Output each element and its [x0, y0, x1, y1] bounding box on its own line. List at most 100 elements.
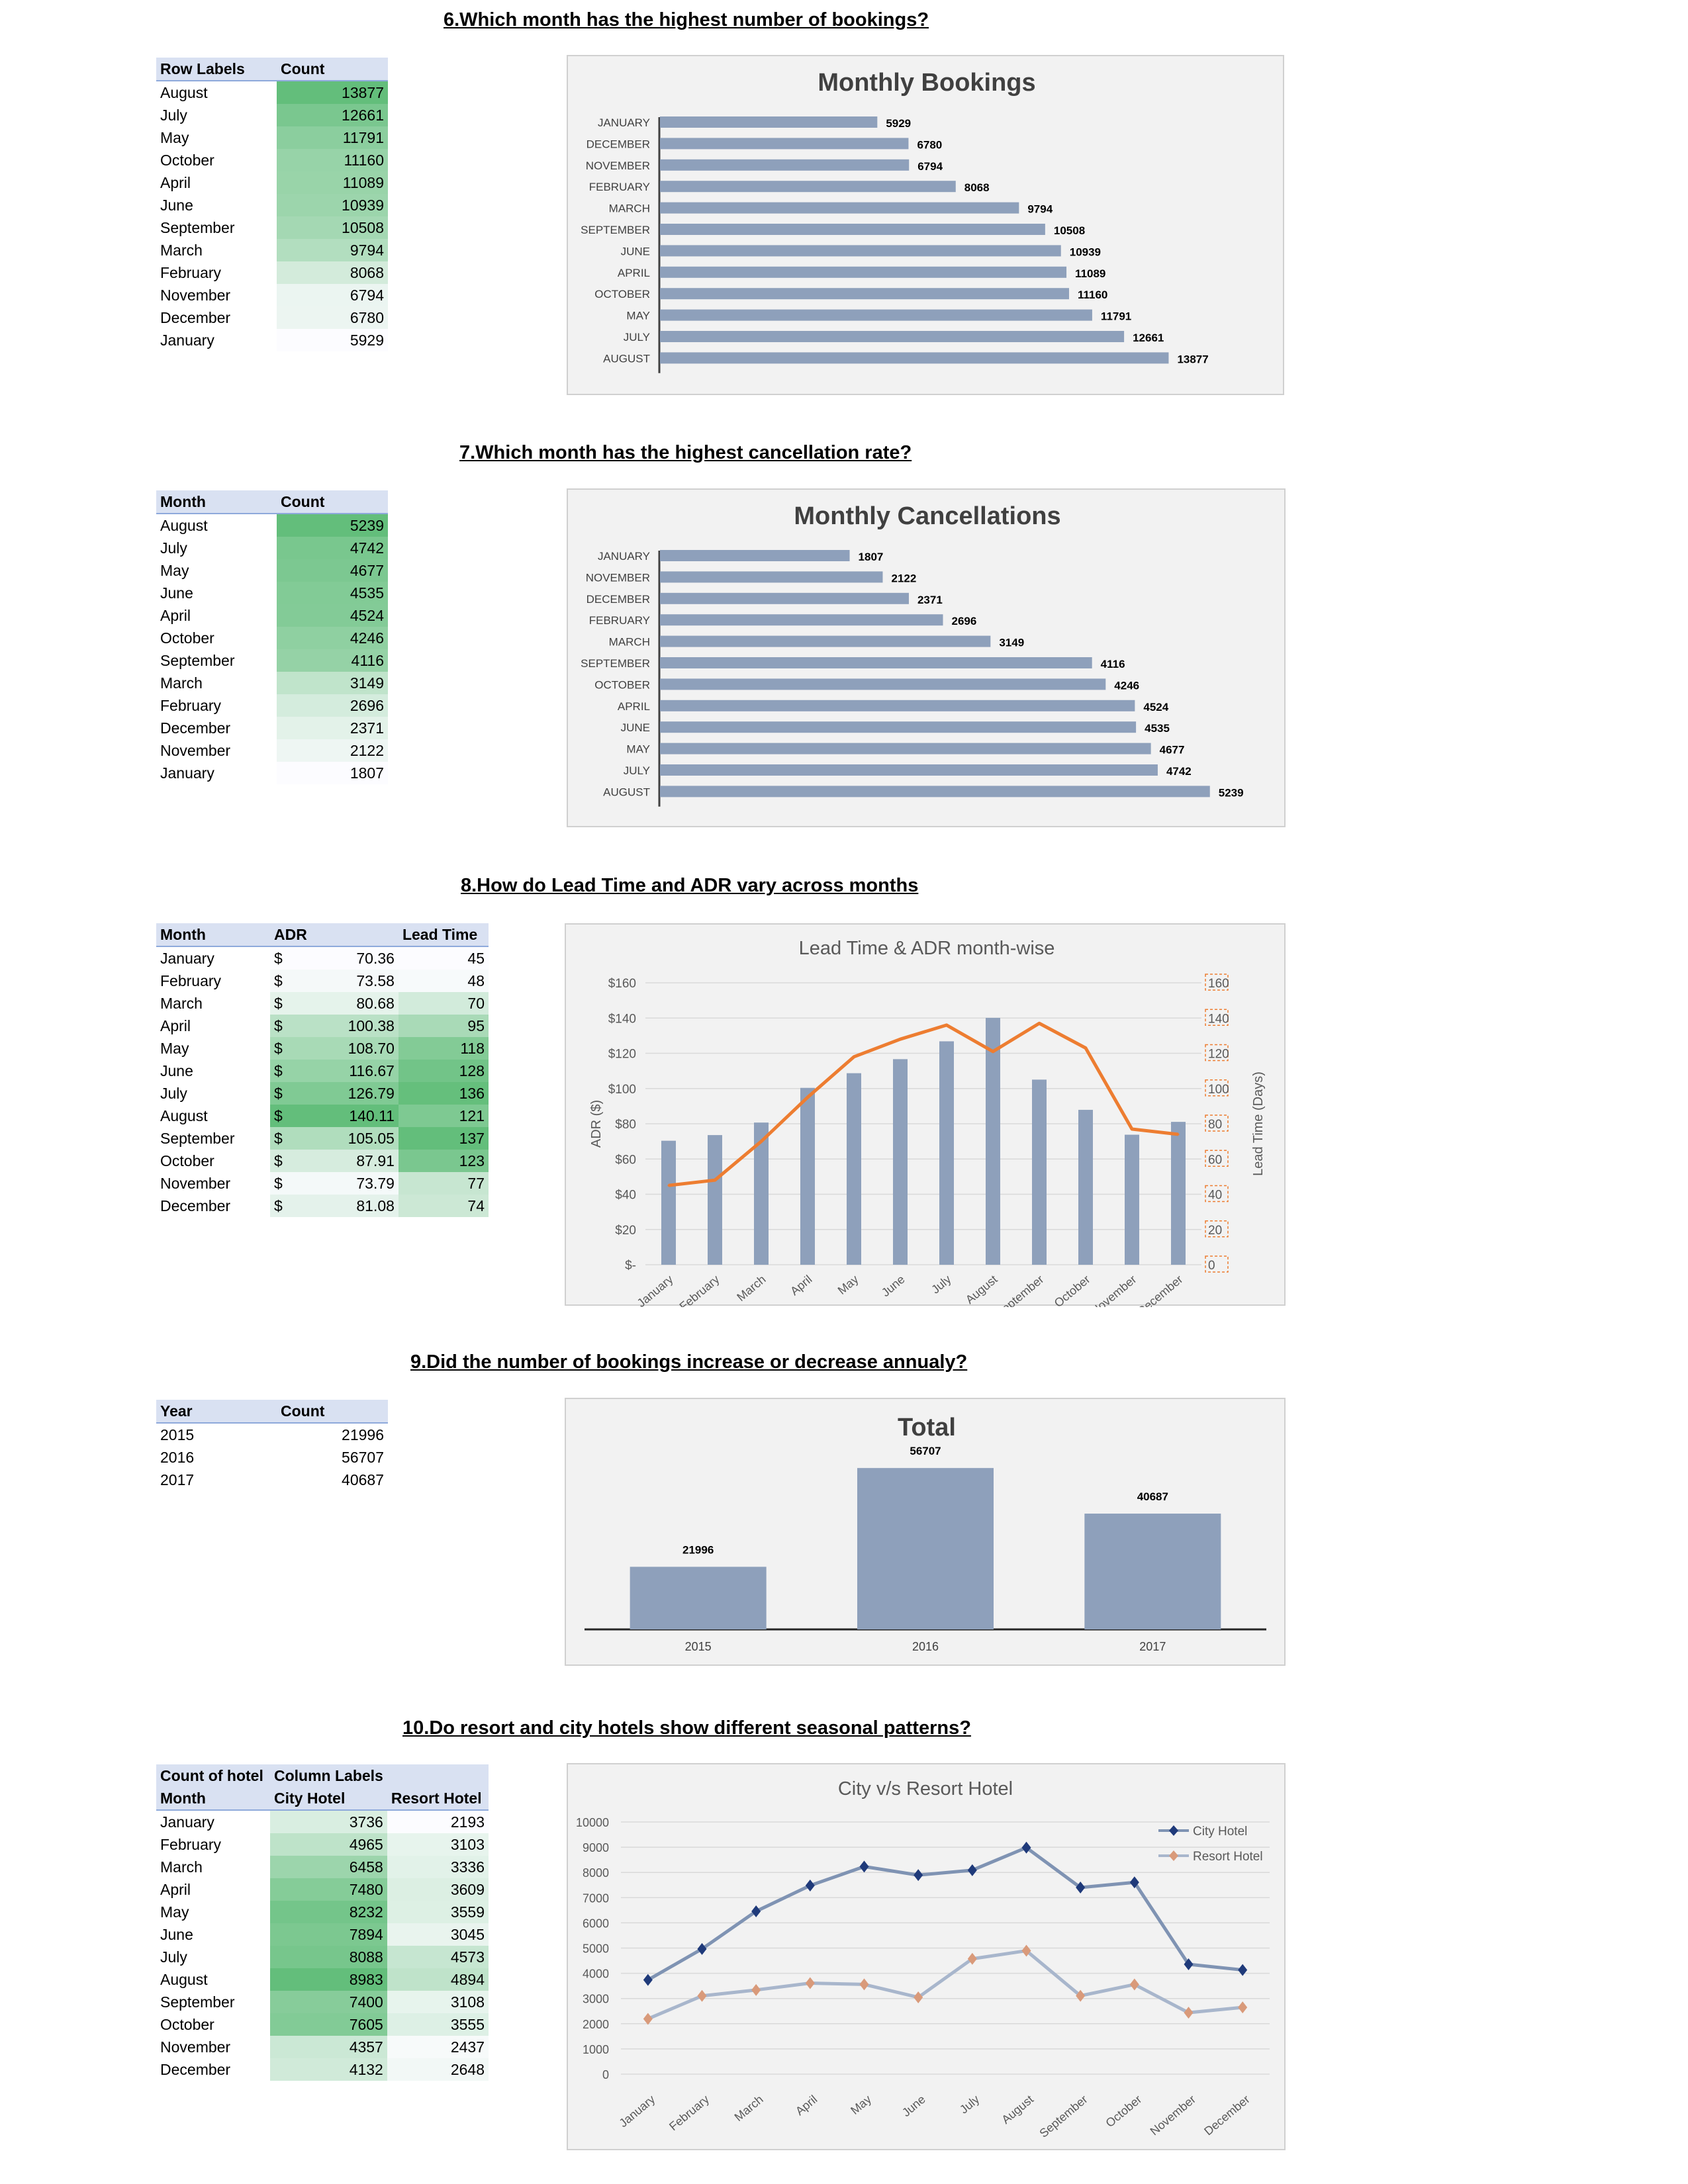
x-tick-label: April: [793, 2093, 820, 2118]
city-hotel-point: [1021, 1841, 1031, 1854]
table-row: May 4677: [156, 559, 388, 582]
table-row: September $105.05 137: [156, 1127, 489, 1150]
row-leadtime: 45: [398, 946, 489, 970]
data-label: 13877: [1177, 353, 1208, 365]
data-label: 56707: [910, 1445, 941, 1457]
row-count: 6780: [277, 306, 388, 329]
row-month: May: [160, 1040, 189, 1057]
row-label: February: [160, 264, 222, 281]
row-count: 56707: [342, 1449, 384, 1466]
bar: [857, 1468, 994, 1629]
x-tick-label: January: [635, 1273, 676, 1307]
row-month: January: [160, 1813, 214, 1831]
row-label: July: [160, 539, 187, 557]
row-label: May: [160, 562, 189, 579]
table-row: March $80.68 70: [156, 992, 489, 1015]
data-label: 5929: [886, 117, 911, 130]
table-row: May 11791: [156, 126, 388, 149]
x-tick-label: November: [1148, 2093, 1198, 2138]
row-month: February: [160, 1836, 222, 1853]
data-label: 3149: [999, 637, 1024, 649]
city-hotel-point: [1076, 1882, 1086, 1894]
leadtime-point: [806, 1096, 809, 1099]
x-tick-label: September: [1037, 2093, 1090, 2140]
x-tick-label: February: [667, 2093, 712, 2134]
annual-total-chart: Total 21996 2015 56707 2016 40687 2017: [565, 1398, 1286, 1666]
bar: [660, 181, 956, 193]
header-city: City Hotel: [270, 1787, 387, 1811]
row-city: 7894: [270, 1923, 387, 1946]
row-leadtime: 74: [398, 1195, 489, 1217]
city-hotel-point: [697, 1942, 707, 1955]
row-label: March: [160, 674, 203, 692]
row-count: 4535: [277, 582, 388, 604]
y2-tick-label: 20: [1208, 1224, 1222, 1238]
city-hotel-point: [1129, 1876, 1139, 1889]
row-adr: 105.05: [298, 1127, 399, 1150]
row-resort: 2437: [387, 2036, 489, 2058]
row-city: 4132: [270, 2058, 387, 2081]
table-row: July 8088 4573: [156, 1946, 489, 1968]
row-city: 8088: [270, 1946, 387, 1968]
x-tick-label: August: [999, 2093, 1036, 2126]
row-leadtime: 118: [398, 1037, 489, 1060]
row-count: 40687: [342, 1471, 384, 1488]
row-adr: 81.08: [298, 1195, 399, 1217]
y2-tick-label: 100: [1208, 1083, 1229, 1097]
bar: [660, 245, 1061, 257]
row-adr: 126.79: [298, 1082, 399, 1105]
leadtime-point: [1131, 1128, 1133, 1130]
table-row: April 7480 3609: [156, 1878, 489, 1901]
y-tick-label: $120: [608, 1048, 636, 1062]
header-label: Row Labels: [156, 58, 277, 81]
table-row: April 4524: [156, 604, 388, 627]
row-month: August: [160, 1971, 208, 1988]
x-tick-label: July: [929, 1273, 953, 1297]
header-leadtime: Lead Time: [398, 923, 489, 947]
bar: [660, 657, 1092, 668]
leadtime-point: [992, 1050, 994, 1053]
category-label: JUNE: [621, 245, 650, 257]
table-row: January 5929: [156, 329, 388, 351]
row-label: 2015: [160, 1426, 195, 1443]
y-tick-label: $-: [625, 1259, 636, 1273]
row-count: 13877: [277, 81, 388, 104]
row-label: January: [160, 764, 214, 782]
row-count: 2122: [277, 739, 388, 762]
leadtime-adr-table: Month ADR Lead Time January $70.36 45 February…: [156, 923, 489, 1217]
legend-swatch-marker: [1169, 1850, 1178, 1861]
table-header: Month Count: [156, 490, 388, 514]
category-label: APRIL: [618, 700, 650, 713]
table-header: Month ADR Lead Time: [156, 923, 489, 947]
row-label: November: [160, 742, 231, 759]
row-adr: 80.68: [298, 992, 399, 1015]
row-label: June: [160, 584, 193, 602]
x-tick-label: May: [848, 2093, 874, 2117]
y-axis-title: ADR ($): [589, 1100, 604, 1148]
bar: [660, 571, 883, 583]
currency-symbol: $: [270, 1105, 298, 1127]
row-city: 7400: [270, 1991, 387, 2013]
table-row: June $116.67 128: [156, 1060, 489, 1082]
legend-swatch-marker: [1169, 1825, 1178, 1836]
x-tick-label: March: [734, 1273, 768, 1304]
leadtime-point: [1084, 1047, 1087, 1050]
leadtime-point: [1177, 1133, 1180, 1136]
leadtime-point: [760, 1140, 763, 1143]
bar: [660, 614, 943, 626]
y2-tick-label: 60: [1208, 1153, 1222, 1167]
row-label: June: [160, 197, 193, 214]
bar: [660, 224, 1045, 235]
table-header: Year Count: [156, 1400, 388, 1424]
y-tick-label: 9000: [583, 1841, 609, 1854]
header-month: Month: [156, 923, 270, 947]
bookings-table: Row Labels Count August 13877 July 12661 May 11…: [156, 58, 388, 351]
table-header-1: Count of hotel Column Labels: [156, 1764, 489, 1787]
y-tick-label: $60: [615, 1153, 636, 1167]
leadtime-point: [853, 1056, 855, 1058]
category-label: MAY: [626, 743, 650, 756]
row-month: July: [160, 1085, 187, 1102]
data-label: 10939: [1070, 246, 1101, 258]
row-resort: 3108: [387, 1991, 489, 2013]
row-count: 1807: [277, 762, 388, 784]
